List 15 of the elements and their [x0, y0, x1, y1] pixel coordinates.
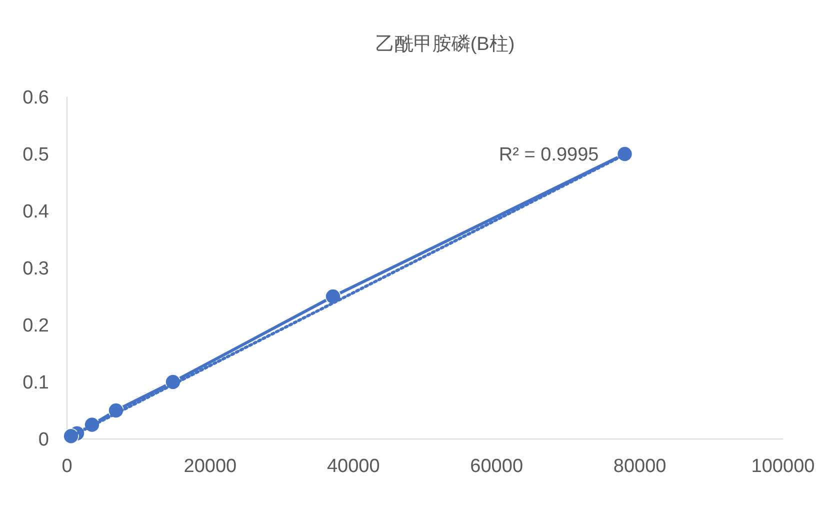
y-tick-label: 0 [38, 430, 49, 451]
x-tick-label: 40000 [326, 456, 380, 477]
y-tick-label: 0.3 [22, 258, 49, 280]
y-tick-label: 0.5 [22, 144, 49, 166]
x-tick-label: 20000 [184, 456, 237, 477]
chart-title: 乙酰甲胺磷(B柱) [375, 34, 515, 55]
y-tick-label: 0.1 [22, 372, 49, 394]
x-tick-label: 80000 [613, 456, 666, 477]
y-tick-label: 0.4 [22, 202, 50, 223]
y-tick-label: 0.2 [22, 316, 49, 337]
x-tick-label: 0 [62, 456, 72, 477]
x-tick-label: 60000 [470, 456, 524, 477]
y-tick-label: 0.6 [22, 88, 49, 109]
x-tick-label: 100000 [751, 456, 815, 477]
annotation: R² = 0.9995 [498, 144, 599, 166]
